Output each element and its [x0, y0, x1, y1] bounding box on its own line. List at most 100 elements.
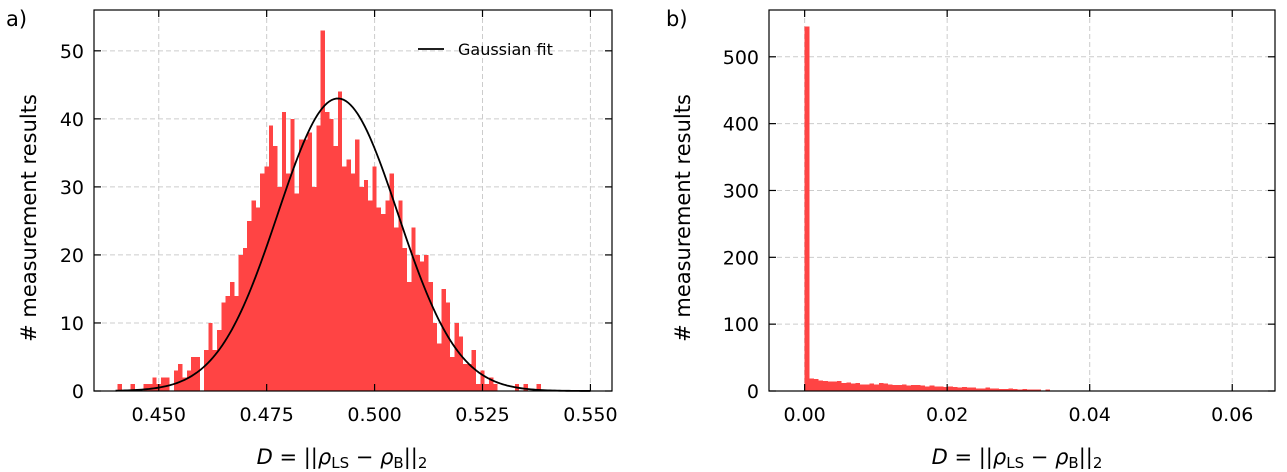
- x-tick-label: 0.02: [926, 404, 968, 426]
- histogram-bar: [225, 295, 230, 391]
- ticks-a: 0.450 0.475 0.500 0.525 0.550 0 10 20 30 40 50: [60, 10, 618, 426]
- x-tick-label: 0.04: [1069, 404, 1111, 426]
- x-tick-label: 0.06: [1211, 404, 1253, 426]
- histogram-bar: [480, 370, 485, 391]
- histogram-bar: [186, 370, 192, 391]
- histogram-bar: [320, 30, 325, 392]
- histogram-bar: [934, 386, 939, 391]
- histogram-bar: [454, 322, 459, 391]
- y-tick-label: 20: [60, 245, 84, 267]
- histogram-bar: [437, 343, 442, 391]
- histogram-bar: [809, 378, 814, 391]
- histogram-bar: [178, 363, 183, 391]
- histogram-bar: [864, 384, 870, 391]
- histogram-bar: [398, 200, 403, 391]
- grid-b: [769, 10, 1275, 392]
- histogram-bar: [355, 139, 360, 391]
- histogram-bar: [406, 282, 412, 391]
- histogram-bar: [962, 386, 967, 391]
- plot-frame-b: [768, 9, 1276, 392]
- histogram-bar: [376, 207, 382, 391]
- histogram-bar: [286, 173, 291, 391]
- histogram-bar: [841, 382, 847, 391]
- histogram-bar: [307, 132, 312, 391]
- histogram-bar: [1013, 388, 1018, 391]
- histogram-bar: [372, 166, 377, 391]
- histogram-bar: [294, 193, 300, 391]
- histogram-bar: [290, 118, 295, 391]
- histogram-bar: [160, 377, 166, 391]
- y-tick-label: 40: [60, 109, 84, 131]
- y-axis-label-a: # measurement results: [17, 94, 41, 342]
- histogram-bar: [952, 386, 958, 391]
- histogram-bar: [929, 385, 935, 391]
- y-tick-label: 200: [723, 247, 759, 269]
- histogram-bar: [264, 166, 269, 391]
- bars-b: [804, 26, 1106, 392]
- histogram-bar: [316, 125, 321, 392]
- histogram-bar: [488, 377, 494, 391]
- histogram-bar: [897, 384, 902, 391]
- histogram-bar: [212, 350, 218, 391]
- histogram-bar: [337, 91, 343, 392]
- histogram-bar: [402, 248, 407, 391]
- bars-a: [117, 30, 541, 392]
- histogram-bar: [445, 302, 451, 391]
- x-axis-label-a: D = ||ρLS − ρB||2: [257, 445, 428, 472]
- histogram-bar: [827, 381, 833, 391]
- histogram-bar: [385, 200, 390, 391]
- x-tick-label: 0.550: [563, 404, 617, 426]
- histogram-bar: [484, 384, 489, 391]
- panel-b: b) 0.00 0.02 0.04 0.06 0 100 200 300 400 500 D = …: [666, 7, 1276, 472]
- histogram-bar: [368, 200, 373, 391]
- histogram-bar: [415, 254, 420, 391]
- histogram-bar: [299, 139, 304, 391]
- histogram-bar: [1022, 388, 1027, 391]
- y-tick-label: 0: [747, 381, 759, 403]
- y-tick-label: 0: [72, 381, 84, 403]
- y-tick-label: 300: [723, 180, 759, 202]
- histogram-bar: [458, 336, 464, 391]
- histogram-bar: [217, 329, 222, 391]
- histogram-bar: [173, 370, 179, 391]
- histogram-bar: [238, 254, 243, 391]
- histogram-bar: [208, 322, 213, 391]
- histogram-bar: [493, 384, 498, 391]
- histogram-bar: [1036, 389, 1041, 391]
- histogram-bar: [888, 384, 893, 391]
- histogram-bar: [855, 382, 861, 391]
- histogram-bar: [994, 388, 1000, 391]
- histogram-bar: [883, 383, 889, 391]
- panel-a: a) 0.450 0.475 0.500 0.525 0.55001020304050 …: [6, 7, 618, 472]
- histogram-bar: [363, 180, 369, 391]
- histogram-bar: [424, 254, 429, 391]
- x-axis-label-b: D = ||ρLS − ρB||2: [932, 445, 1103, 472]
- histogram-bar: [463, 363, 468, 391]
- histogram-bar: [143, 384, 148, 391]
- histogram-bar: [204, 350, 209, 391]
- histogram-bar: [346, 159, 351, 391]
- x-tick-label: 0.450: [132, 404, 186, 426]
- histogram-bar: [989, 388, 995, 391]
- histogram-bar: [1008, 388, 1014, 391]
- x-tick-label: 0.475: [239, 404, 293, 426]
- histogram-bar: [869, 383, 875, 391]
- histogram-bar: [878, 382, 884, 391]
- histogram-bar: [966, 387, 972, 391]
- histogram-bar: [985, 387, 990, 391]
- histogram-bar: [846, 382, 851, 391]
- histogram-bar: [394, 227, 399, 391]
- histogram-bar: [925, 386, 930, 391]
- histogram-bar: [818, 380, 824, 391]
- histogram-bar: [182, 377, 187, 391]
- panel-label-a: a): [6, 7, 27, 31]
- x-tick-label: 0.00: [783, 404, 825, 426]
- histogram-bar: [850, 383, 856, 391]
- histogram-bar: [938, 386, 944, 391]
- histogram-bar: [342, 166, 347, 391]
- histogram-bar: [441, 288, 446, 391]
- histogram-bar: [229, 282, 235, 391]
- histogram-bar: [971, 387, 977, 391]
- histogram-bar: [1026, 389, 1032, 391]
